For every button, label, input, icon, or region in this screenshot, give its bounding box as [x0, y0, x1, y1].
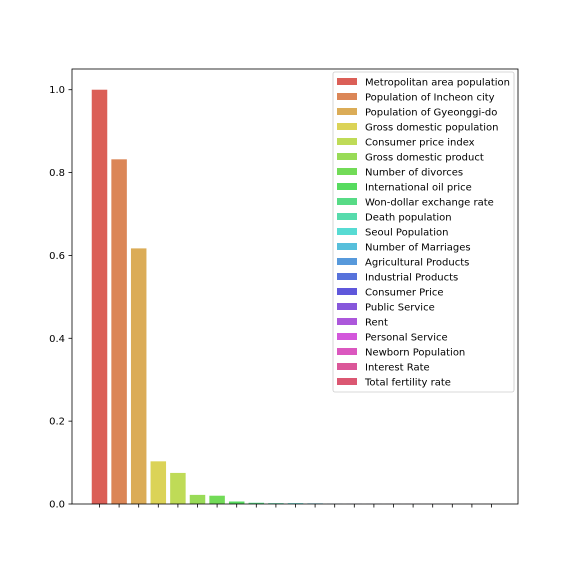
legend-swatch-21 [337, 378, 357, 385]
legend-label-13: Agricultural Products [365, 258, 469, 269]
legend-swatch-14 [337, 273, 357, 280]
legend-swatch-20 [337, 363, 357, 370]
legend-swatch-13 [337, 258, 357, 265]
y-tick-label-4: 0.6 [49, 251, 65, 262]
legend-swatch-5 [337, 138, 357, 145]
legend-swatch-16 [337, 303, 357, 310]
bar-5 [170, 472, 186, 504]
bar-7 [209, 495, 225, 504]
bar-2 [111, 159, 127, 505]
legend-label-21: Total fertility rate [364, 378, 451, 389]
legend-label-5: Consumer price index [365, 138, 475, 149]
legend-swatch-1 [337, 78, 357, 85]
y-tick-label-3: 0.4 [49, 334, 65, 345]
legend-label-18: Personal Service [365, 333, 448, 344]
plot-frame [71, 68, 519, 505]
legend-label-20: Interest Rate [365, 363, 430, 374]
legend-swatch-8 [337, 183, 357, 190]
legend-label-15: Consumer Price [365, 288, 444, 299]
legend-swatch-15 [337, 288, 357, 295]
legend-label-2: Population of Incheon city [365, 93, 495, 104]
bar-10 [268, 503, 284, 504]
bar-4 [150, 461, 167, 504]
bars-group [91, 89, 500, 505]
legend-label-12: Number of Marriages [365, 243, 471, 254]
legend-swatch-3 [337, 108, 357, 115]
legend-label-10: Death population [365, 213, 452, 224]
legend-frame [332, 71, 515, 393]
bar-6 [189, 494, 206, 504]
y-tick-label-6: 1.0 [49, 85, 65, 96]
legend-label-14: Industrial Products [365, 273, 458, 284]
legend: Metropolitan area population Population o… [332, 71, 515, 393]
legend-swatch-4 [337, 123, 357, 130]
legend-label-8: International oil price [365, 183, 472, 194]
legend-swatch-12 [337, 243, 357, 250]
bar-1 [91, 89, 108, 504]
legend-label-7: Number of divorces [365, 168, 463, 179]
x-axis-ticks [99, 504, 492, 508]
legend-label-17: Rent [365, 318, 388, 329]
legend-label-1: Metropolitan area population [365, 78, 510, 89]
y-tick-label-1: 0.0 [49, 500, 65, 511]
legend-label-16: Public Service [365, 303, 435, 314]
legend-swatch-2 [337, 93, 357, 100]
legend-swatch-18 [337, 333, 357, 340]
legend-swatch-11 [337, 228, 357, 235]
y-axis-ticks: 0.0 0.2 0.4 0.6 0.8 1.0 [49, 85, 72, 511]
legend-label-6: Gross domestic product [365, 153, 484, 164]
legend-label-9: Won-dollar exchange rate [365, 198, 494, 209]
legend-label-4: Gross domestic population [365, 123, 499, 134]
y-tick-label-2: 0.2 [49, 417, 65, 428]
bar-11 [287, 503, 304, 504]
legend-swatch-7 [337, 168, 357, 175]
bar-9 [248, 502, 265, 504]
legend-swatch-17 [337, 318, 357, 325]
legend-swatch-6 [337, 153, 357, 160]
legend-swatch-19 [337, 348, 357, 355]
y-tick-label-5: 0.8 [49, 168, 65, 179]
bar-3 [130, 248, 147, 504]
legend-swatch-9 [337, 198, 357, 205]
legend-label-11: Seoul Population [365, 228, 448, 239]
legend-label-3: Population of Gyeonggi-do [365, 108, 497, 119]
legend-label-19: Newborn Population [365, 348, 465, 359]
legend-swatch-10 [337, 213, 357, 220]
bar-8 [228, 501, 245, 504]
